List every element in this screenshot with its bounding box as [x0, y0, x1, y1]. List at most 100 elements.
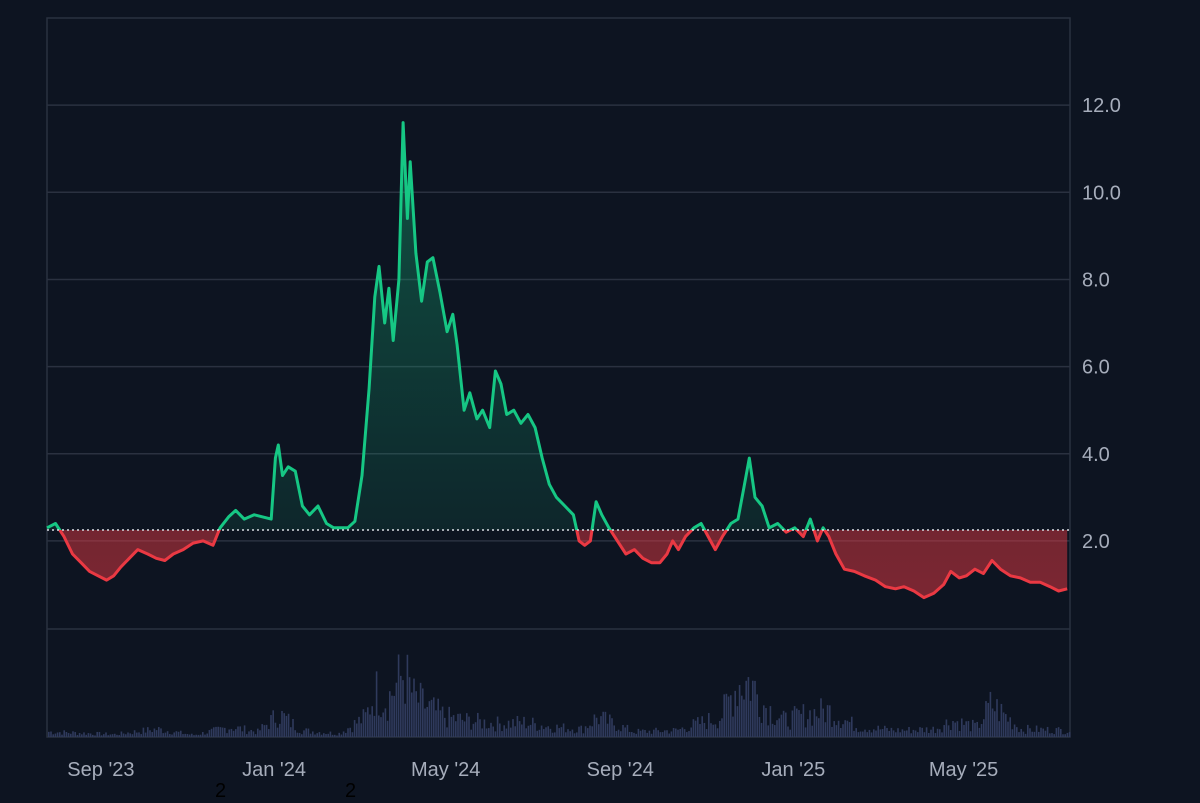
volume-bar	[406, 654, 409, 737]
volume-bar	[96, 731, 98, 737]
volume-bar	[906, 730, 908, 737]
volume-bar	[422, 688, 424, 737]
volume-bar	[569, 731, 571, 737]
volume-bar	[494, 731, 497, 737]
volume-bar	[939, 729, 941, 737]
volume-bar	[672, 727, 675, 737]
volume-bar	[952, 721, 954, 737]
volume-bar	[644, 730, 646, 737]
volume-bar	[290, 727, 292, 737]
volume-bar	[474, 722, 477, 737]
volume-bar	[87, 733, 90, 737]
volume-bar	[747, 677, 750, 737]
volume-bar	[430, 699, 433, 737]
volume-bar	[384, 708, 387, 737]
volume-bar	[411, 692, 413, 737]
volume-bar	[547, 726, 549, 737]
volume-bar	[1051, 733, 1053, 737]
volume-bar	[727, 696, 730, 737]
volume-bar	[472, 723, 475, 737]
x-tick-label: May '25	[929, 759, 998, 781]
volume-bar	[94, 735, 96, 737]
volume-bar	[556, 724, 558, 737]
volume-bar	[967, 721, 970, 737]
volume-bar	[72, 731, 74, 737]
volume-bar	[254, 734, 257, 737]
volume-bar	[912, 729, 915, 737]
volume-bar	[976, 721, 978, 737]
volume-bar	[518, 721, 521, 737]
volume-bar	[837, 720, 840, 737]
price-line-up	[46, 121, 827, 531]
volume-bar	[650, 733, 653, 737]
y-tick-label: 6.0	[1082, 357, 1110, 379]
volume-bar	[199, 734, 202, 737]
volume-bar	[184, 733, 186, 737]
price-line	[46, 121, 1068, 600]
volume-bar	[540, 725, 543, 737]
volume-bar	[551, 732, 554, 737]
volume-bar	[413, 678, 415, 737]
volume-bar	[855, 728, 857, 737]
volume-bar	[1068, 732, 1071, 737]
volume-bar	[52, 734, 54, 737]
volume-bar	[989, 691, 992, 737]
volume-bar	[815, 716, 818, 737]
volume-bar	[589, 725, 591, 737]
volume-bar	[323, 733, 325, 737]
volume-bar	[318, 732, 321, 737]
volume-bar	[668, 733, 670, 737]
volume-bar	[188, 734, 191, 737]
volume-bar	[144, 732, 147, 737]
volume-bar	[697, 717, 699, 737]
volume-bar	[415, 691, 417, 737]
volume-bar	[879, 729, 882, 737]
volume-bar	[763, 705, 765, 737]
volume-bar	[910, 733, 912, 737]
volume-bar	[147, 727, 149, 737]
volume-bar	[197, 734, 200, 737]
volume-bar	[877, 725, 879, 737]
volume-bar	[180, 730, 182, 737]
volume-bar	[228, 729, 230, 737]
volume-bar	[450, 716, 453, 737]
volume-bar	[694, 720, 697, 737]
volume-bar	[710, 723, 712, 737]
volume-bar	[360, 723, 362, 737]
volume-bar	[239, 726, 241, 737]
volume-bar	[100, 735, 103, 737]
volume-bar	[560, 727, 563, 737]
volume-bar	[138, 732, 140, 737]
volume-bar	[985, 701, 987, 737]
volume-bar	[276, 727, 279, 737]
area-above-baseline	[47, 122, 1068, 531]
volume-bar	[864, 729, 866, 737]
volume-bar	[703, 722, 706, 737]
volume-bar	[1029, 728, 1031, 737]
volume-bar	[382, 712, 384, 737]
volume-bar	[767, 725, 769, 737]
price-area	[47, 122, 1068, 598]
volume-bar	[666, 730, 668, 737]
volume-bar	[778, 718, 780, 737]
volume-bar	[934, 733, 937, 737]
volume-bar	[334, 734, 336, 737]
volume-bar	[270, 715, 272, 737]
volume-bar	[543, 729, 545, 737]
volume-bar	[842, 724, 844, 737]
volume-bar	[730, 695, 732, 737]
x-axis-ticks: Sep '23 Jan '24 May '24 Sep '24 Jan '25 May '…	[67, 759, 998, 781]
volume-bar	[527, 725, 530, 737]
volume-bar	[316, 733, 318, 737]
volume-bar	[367, 707, 369, 737]
volume-bar	[202, 732, 204, 737]
volume-bar	[987, 702, 989, 737]
volume-bar	[908, 726, 910, 737]
volume-bar	[774, 725, 776, 737]
volume-bar	[342, 731, 345, 737]
volume-bar	[587, 728, 589, 737]
volume-bar	[466, 713, 468, 737]
volume-bar	[576, 732, 578, 737]
volume-bar	[921, 727, 923, 737]
volume-bar	[353, 720, 356, 737]
